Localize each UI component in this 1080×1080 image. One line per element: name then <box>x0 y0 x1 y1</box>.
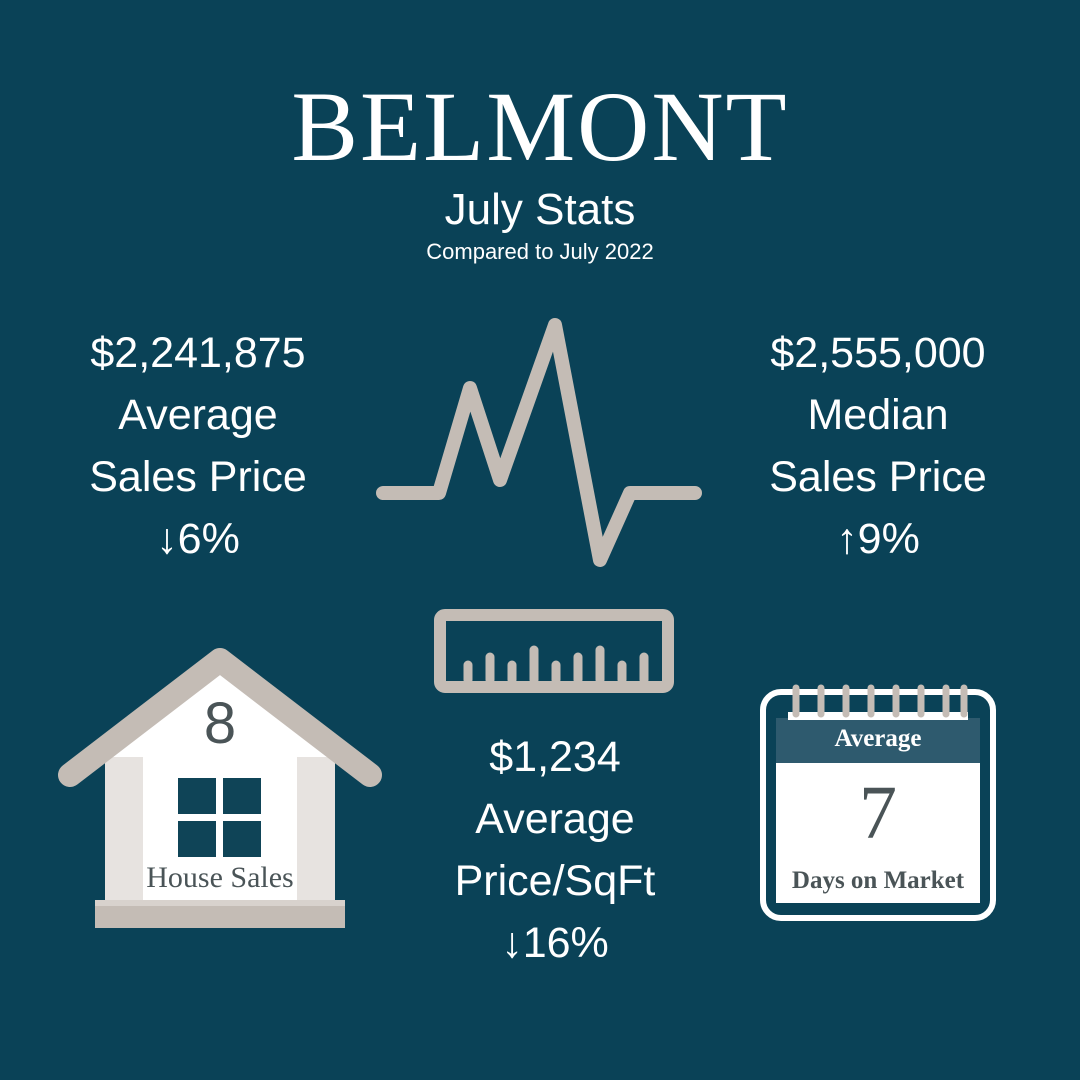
house-sales-label: House Sales <box>146 861 294 894</box>
ruler-icon <box>434 609 674 693</box>
median-sales-price-stat: $2,555,000 Median Sales Price ↑9% <box>708 322 1048 570</box>
comparison-note: Compared to July 2022 <box>426 239 654 264</box>
average-price-sqft-value: $1,234 <box>489 733 621 781</box>
average-price-sqft-stat: $1,234 Average Price/SqFt ↓16% <box>385 726 725 974</box>
average-price-sqft-label-line1: Average <box>475 795 635 843</box>
average-sales-price-change: ↓6% <box>156 515 240 563</box>
average-sales-price-value: $2,241,875 <box>90 329 306 377</box>
calendar-icon: Average 7 Days on Market <box>758 680 998 925</box>
average-sales-price-stat: $2,241,875 Average Sales Price ↓6% <box>28 322 368 570</box>
house-sales-count: 8 <box>203 691 237 756</box>
average-sales-price-label-line2: Sales Price <box>89 453 307 501</box>
median-sales-price-label-line2: Sales Price <box>769 453 987 501</box>
median-sales-price-change: ↑9% <box>836 515 920 563</box>
page-title: BELMONT <box>291 71 789 182</box>
average-price-sqft-label-line2: Price/SqFt <box>454 857 656 905</box>
average-sales-price-label-line1: Average <box>118 391 278 439</box>
days-on-market-value: 7 <box>859 771 897 855</box>
house-icon: 8 House Sales <box>55 645 385 935</box>
calendar-header: Average <box>834 725 922 752</box>
page-subtitle: July Stats <box>444 185 636 234</box>
average-price-sqft-change: ↓16% <box>501 919 609 967</box>
days-on-market-label: Days on Market <box>791 867 965 894</box>
median-sales-price-value: $2,555,000 <box>770 329 986 377</box>
median-sales-price-label-line1: Median <box>807 391 949 439</box>
